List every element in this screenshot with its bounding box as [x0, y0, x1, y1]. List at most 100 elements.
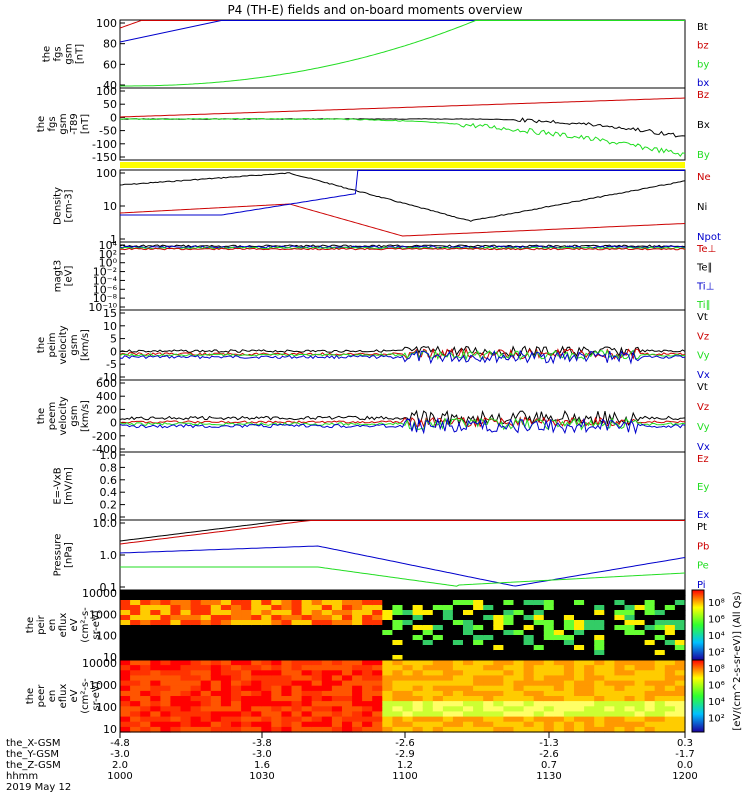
spectro-cell: [563, 670, 575, 676]
spectro-cell: [160, 595, 172, 601]
spectro-cell: [674, 726, 686, 733]
spectro-cell: [352, 690, 363, 697]
spectro-cell: [140, 690, 151, 697]
spectro-cell: [342, 625, 353, 631]
spectro-cell: [654, 716, 666, 723]
spectro-cell: [452, 660, 464, 666]
spectro-cell: [210, 670, 222, 676]
spectro-cell: [533, 706, 545, 712]
spectro-cell: [200, 590, 212, 596]
spectro-cell: [624, 721, 636, 728]
spectro-cell: [644, 620, 656, 626]
spectro-cell: [251, 635, 262, 641]
spectro-cell: [261, 640, 272, 646]
spectro-cell: [402, 625, 414, 631]
spectro-cell: [664, 610, 676, 616]
spectro-cell: [644, 690, 656, 697]
spectro-cell: [442, 635, 454, 641]
spectro-cell: [503, 685, 515, 692]
spectro-cell: [594, 600, 605, 606]
spectro-cell: [392, 721, 404, 728]
spectro-cell: [130, 706, 141, 712]
spectro-cell: [543, 706, 555, 712]
spectro-cell: [342, 670, 353, 676]
spectro-cell: [523, 665, 535, 671]
spectro-cell: [352, 675, 363, 682]
spectro-cell: [674, 675, 686, 682]
y-tick-label: 400: [96, 390, 117, 403]
spectro-cell: [574, 711, 585, 718]
spectro-cell: [442, 706, 454, 712]
spectro-cell: [624, 630, 636, 636]
spectro-cell: [604, 640, 615, 646]
spectro-cell: [180, 610, 192, 616]
spectro-cell: [352, 645, 363, 651]
spectro-cell: [584, 701, 595, 707]
spectro-cell: [160, 615, 172, 621]
spectro-cell: [291, 716, 303, 723]
spectro-cell: [392, 696, 404, 702]
spectro-cell: [563, 620, 575, 626]
spectro-cell: [452, 685, 464, 692]
spectro-cell: [574, 721, 585, 728]
spectro-cell: [463, 721, 474, 728]
spectro-cell: [311, 650, 323, 656]
spectro-cell: [473, 685, 484, 692]
spectro-cell: [331, 696, 343, 702]
spectro-cell: [392, 605, 404, 611]
spectro-cell: [362, 640, 373, 646]
spectro-cell: [563, 665, 575, 671]
spectro-cell: [220, 701, 232, 707]
spectro-cell: [120, 670, 131, 676]
spectro-cell: [321, 635, 333, 641]
spectro-cell: [291, 590, 303, 596]
spectro-cell: [200, 675, 212, 682]
spectro-cell: [553, 665, 565, 671]
spectro-cell: [594, 645, 605, 651]
spectro-cell: [594, 711, 605, 718]
spectro-cell: [644, 675, 656, 682]
spectro-cell: [301, 711, 313, 718]
spectro-cell: [382, 605, 393, 611]
spectro-cell: [271, 595, 282, 601]
spectro-cell: [604, 670, 615, 676]
spectro-cell: [563, 706, 575, 712]
spectro-cell: [130, 600, 141, 606]
spectro-cell: [503, 696, 515, 702]
spectro-cell: [331, 595, 343, 601]
spectro-cell: [432, 630, 444, 636]
y-tick-label: 0.2: [100, 499, 118, 512]
y-axis-label-line: gsm: [64, 43, 75, 64]
spectro-cell: [563, 590, 575, 596]
spectro-cell: [503, 711, 515, 718]
spectro-cell: [513, 721, 525, 728]
spectro-cell: [190, 711, 202, 718]
spectro-cell: [463, 660, 474, 666]
spectro-cell: [311, 701, 323, 707]
spectro-cell: [331, 665, 343, 671]
spectro-cell: [210, 595, 222, 601]
spectro-cell: [261, 675, 272, 682]
spectro-cell: [624, 590, 636, 596]
spectro-cell: [543, 595, 555, 601]
spectro-cell: [150, 706, 161, 712]
axis-value: -4.8: [110, 738, 130, 749]
spectro-cell: [180, 680, 192, 687]
spectro-cell: [452, 615, 464, 621]
spectro-cell: [241, 645, 252, 651]
spectro-cell: [402, 685, 414, 692]
y-tick-label: 100: [96, 701, 117, 714]
spectro-cell: [574, 650, 585, 656]
series-Ti-par: [119, 246, 686, 250]
spectro-cell: [311, 670, 323, 676]
spectro-cell: [170, 610, 182, 616]
spectro-cell: [574, 660, 585, 666]
spectro-cell: [210, 665, 222, 671]
spectro-cell: [301, 625, 313, 631]
spectro-cell: [321, 721, 333, 728]
spectro-cell: [442, 685, 454, 692]
axis-value: 1100: [392, 771, 417, 782]
spectro-cell: [160, 605, 172, 611]
spectro-cell: [452, 680, 464, 687]
